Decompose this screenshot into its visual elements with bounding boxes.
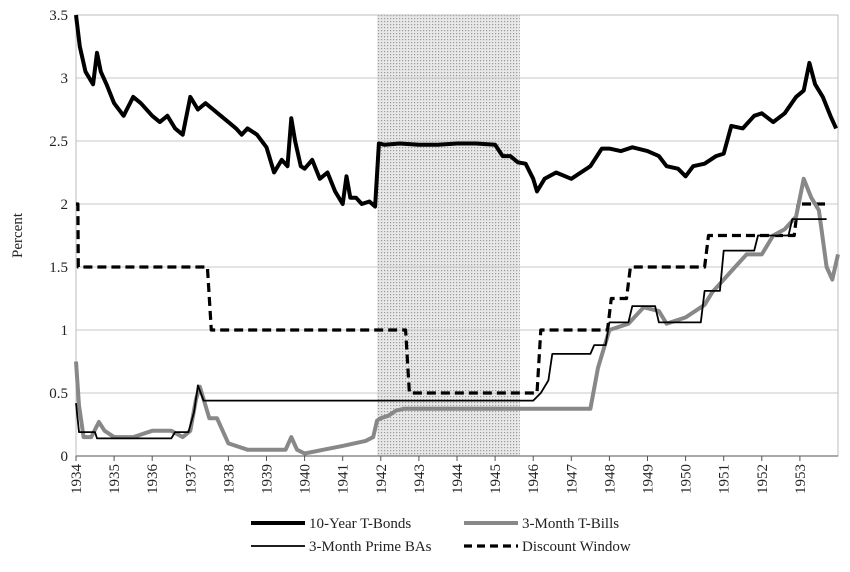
series-line-3-month-prime-bas bbox=[75, 218, 827, 440]
x-tick-label: 1944 bbox=[450, 464, 466, 495]
x-tick-label: 1941 bbox=[336, 464, 352, 494]
x-tick-label: 1950 bbox=[679, 464, 695, 494]
legend-label: 10-Year T-Bonds bbox=[309, 516, 411, 532]
x-tick-label: 1949 bbox=[641, 464, 657, 494]
x-tick-label: 1943 bbox=[412, 464, 428, 494]
y-tick-label: 2 bbox=[61, 197, 69, 213]
x-tick-label: 1940 bbox=[298, 464, 314, 494]
y-axis: 0 0.5 1 1.5 2 2.5 3 3.5 bbox=[49, 8, 68, 465]
x-tick-label: 1936 bbox=[145, 464, 161, 495]
x-tick-label: 1946 bbox=[526, 464, 542, 495]
x-tick-label: 1947 bbox=[564, 464, 580, 495]
shaded-period bbox=[376, 15, 520, 456]
series-layer bbox=[74, 14, 840, 456]
series-line-3-month-t-bills bbox=[74, 176, 840, 456]
x-tick-label: 1934 bbox=[69, 464, 85, 495]
legend-label: Discount Window bbox=[522, 539, 631, 555]
legend: 10-Year T-Bonds 3-Month T-Bills 3-Month Pr… bbox=[251, 516, 631, 555]
y-tick-label: 1 bbox=[61, 323, 69, 339]
x-tick-label: 1938 bbox=[221, 464, 237, 494]
legend-label: 3-Month T-Bills bbox=[522, 516, 619, 532]
x-tick-label: 1939 bbox=[260, 464, 276, 494]
x-tick-label: 1935 bbox=[107, 464, 123, 494]
y-tick-label: 0.5 bbox=[49, 386, 68, 402]
x-tick-label: 1945 bbox=[488, 464, 504, 494]
y-tick-label: 3 bbox=[61, 71, 69, 87]
x-axis: 1934 1935 1936 1937 1938 1939 1940 1941 1942 1943… bbox=[69, 455, 838, 495]
y-axis-title: Percent bbox=[10, 212, 26, 258]
x-tick-label: 1942 bbox=[374, 464, 390, 494]
y-tick-label: 1.5 bbox=[49, 260, 68, 276]
x-tick-label: 1948 bbox=[602, 464, 618, 494]
series-line-10-year-t-bonds bbox=[74, 14, 838, 209]
x-tick-label: 1951 bbox=[717, 464, 733, 494]
x-tick-label: 1953 bbox=[793, 464, 809, 494]
y-tick-label: 0 bbox=[61, 449, 69, 465]
y-tick-label: 3.5 bbox=[49, 8, 68, 24]
y-tick-label: 2.5 bbox=[49, 134, 68, 150]
legend-label: 3-Month Prime BAs bbox=[309, 539, 432, 555]
x-tick-label: 1937 bbox=[183, 464, 199, 495]
x-tick-label: 1952 bbox=[755, 464, 771, 494]
plot-area bbox=[74, 14, 840, 457]
